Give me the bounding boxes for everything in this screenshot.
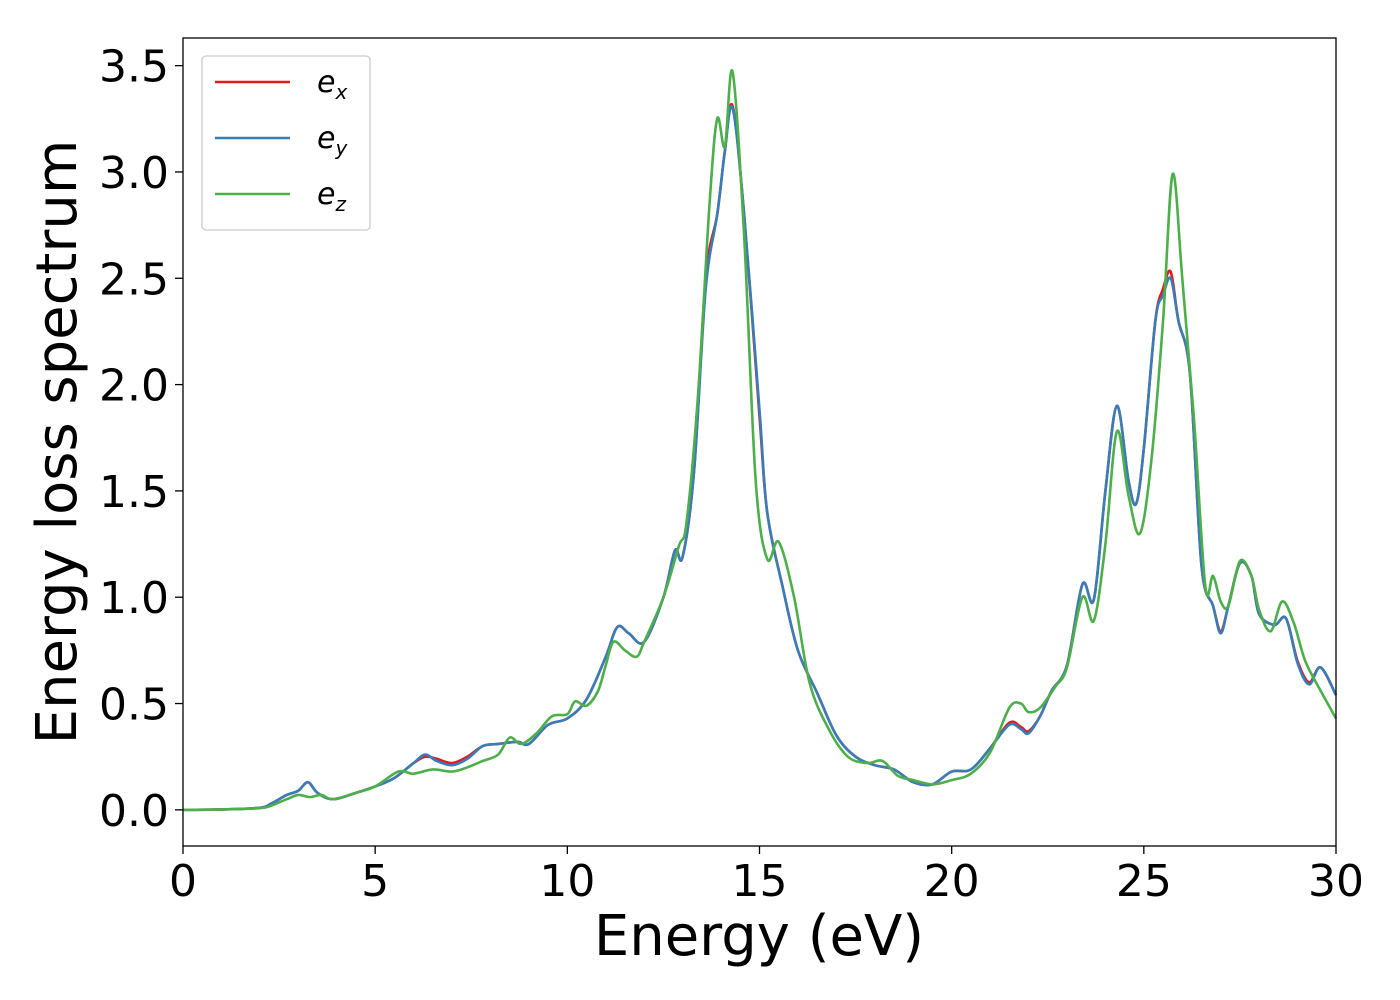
x-tick-label: 25 (1116, 856, 1172, 907)
y-axis: 0.0 0.5 1.0 1.5 2.0 2.5 3.0 3.5 (99, 42, 183, 837)
x-tick-label: 20 (924, 856, 980, 907)
y-tick-label: 2.0 (99, 361, 169, 412)
x-tick-label: 5 (361, 856, 389, 907)
legend-label-e-y: ey (317, 121, 348, 160)
y-tick-label: 0.5 (99, 680, 169, 731)
legend: ex ey ez (201, 55, 371, 231)
series-line-e-z (182, 68, 1338, 812)
y-tick-label: 1.5 (99, 467, 169, 518)
legend-label-e-x: ex (317, 65, 347, 104)
y-tick-label: 3.5 (99, 42, 169, 93)
legend-label-e-z: ez (317, 177, 346, 216)
x-tick-label: 30 (1308, 856, 1364, 907)
x-tick-label: 0 (169, 856, 197, 907)
y-tick-label: 3.0 (99, 148, 169, 199)
x-axis: 0 5 10 15 20 25 30 (169, 846, 1364, 907)
x-axis-title: Energy (eV) (594, 904, 924, 969)
y-tick-label: 1.0 (99, 573, 169, 624)
series-layer (182, 68, 1338, 812)
y-tick-label: 0.0 (99, 786, 169, 837)
series-line-e-y (182, 104, 1338, 812)
x-tick-label: 10 (539, 856, 595, 907)
x-tick-label: 15 (732, 856, 788, 907)
legend-box (201, 55, 371, 231)
y-tick-label: 2.5 (99, 254, 169, 305)
y-axis-title: Energy loss spectrum (25, 140, 90, 745)
